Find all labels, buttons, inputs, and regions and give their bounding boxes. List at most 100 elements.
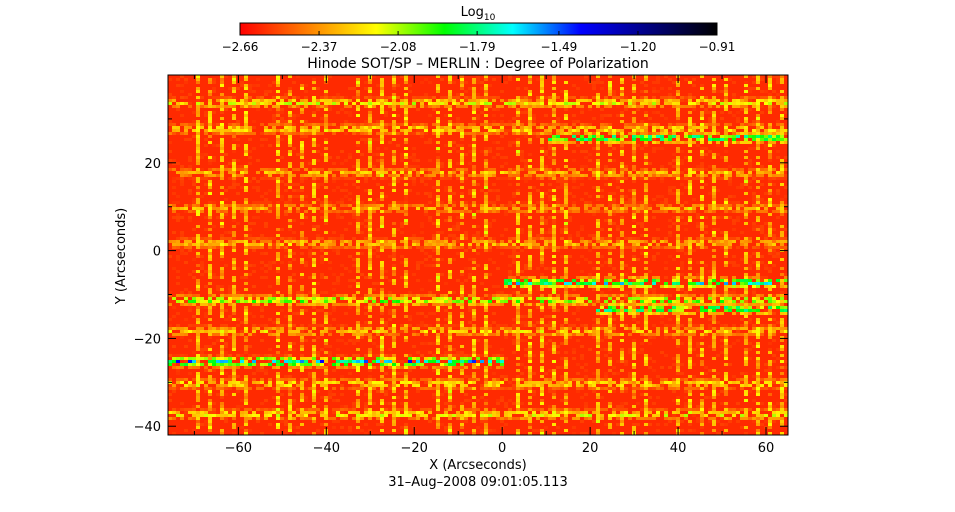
heatmap-cell: [668, 87, 672, 90]
heatmap-cell: [564, 174, 568, 177]
heatmap-cell: [640, 246, 644, 249]
heatmap-cell: [732, 279, 736, 282]
heatmap-cell: [688, 282, 692, 285]
heatmap-cell: [368, 207, 372, 210]
heatmap-cell: [600, 174, 604, 177]
heatmap-cell: [564, 243, 568, 246]
heatmap-cell: [404, 279, 408, 282]
heatmap-cell: [196, 189, 200, 192]
heatmap-cell: [552, 81, 556, 84]
heatmap-cell: [484, 150, 488, 153]
heatmap-cell: [220, 249, 224, 252]
heatmap-cell: [608, 99, 612, 102]
heatmap-cell: [688, 264, 692, 267]
heatmap-cell: [612, 282, 616, 285]
heatmap-cell: [264, 192, 268, 195]
heatmap-cell: [612, 207, 616, 210]
heatmap-cell: [724, 141, 728, 144]
heatmap-cell: [184, 168, 188, 171]
heatmap-cell: [392, 234, 396, 237]
heatmap-cell: [712, 111, 716, 114]
heatmap-cell: [180, 231, 184, 234]
heatmap-cell: [192, 183, 196, 186]
heatmap-cell: [728, 246, 732, 249]
heatmap-cell: [640, 234, 644, 237]
heatmap-cell: [388, 279, 392, 282]
heatmap-cell: [204, 192, 208, 195]
heatmap-cell: [760, 135, 764, 138]
heatmap-cell: [436, 246, 440, 249]
heatmap-cell: [228, 132, 232, 135]
heatmap-cell: [712, 234, 716, 237]
heatmap-cell: [180, 294, 184, 297]
heatmap-cell: [516, 237, 520, 240]
heatmap-cell: [772, 132, 776, 135]
heatmap-cell: [688, 276, 692, 279]
heatmap-cell: [460, 243, 464, 246]
heatmap-cell: [608, 195, 612, 198]
heatmap-cell: [716, 282, 720, 285]
heatmap-cell: [260, 294, 264, 297]
heatmap-cell: [744, 108, 748, 111]
heatmap-cell: [668, 135, 672, 138]
heatmap-cell: [552, 105, 556, 108]
heatmap-cell: [552, 150, 556, 153]
heatmap-cell: [676, 108, 680, 111]
heatmap-cell: [392, 249, 396, 252]
heatmap-cell: [620, 261, 624, 264]
heatmap-cell: [644, 171, 648, 174]
heatmap-cell: [268, 171, 272, 174]
heatmap-cell: [544, 171, 548, 174]
heatmap-cell: [416, 99, 420, 102]
heatmap-cell: [564, 291, 568, 294]
heatmap-cell: [652, 288, 656, 291]
heatmap-cell: [768, 99, 772, 102]
heatmap-cell: [472, 171, 476, 174]
heatmap-cell: [660, 246, 664, 249]
heatmap-cell: [420, 126, 424, 129]
heatmap-cell: [608, 183, 612, 186]
heatmap-cell: [660, 135, 664, 138]
heatmap-cell: [776, 255, 780, 258]
heatmap-cell: [728, 195, 732, 198]
heatmap-cell: [472, 102, 476, 105]
heatmap-cell: [532, 207, 536, 210]
heatmap-cell: [208, 105, 212, 108]
heatmap-cell: [200, 210, 204, 213]
heatmap-cell: [232, 282, 236, 285]
heatmap-cell: [252, 294, 256, 297]
heatmap-cell: [472, 201, 476, 204]
heatmap-cell: [192, 243, 196, 246]
heatmap-cell: [644, 294, 648, 297]
heatmap-cell: [460, 273, 464, 276]
heatmap-cell: [624, 195, 628, 198]
heatmap-cell: [356, 105, 360, 108]
heatmap-cell: [544, 168, 548, 171]
heatmap-cell: [276, 105, 280, 108]
heatmap-cell: [768, 141, 772, 144]
heatmap-cell: [268, 237, 272, 240]
heatmap-cell: [740, 285, 744, 288]
heatmap-cell: [388, 246, 392, 249]
heatmap-cell: [496, 189, 500, 192]
heatmap-cell: [688, 129, 692, 132]
heatmap-cell: [256, 84, 260, 87]
heatmap-cell: [520, 249, 524, 252]
heatmap-cell: [600, 291, 604, 294]
heatmap-cell: [508, 75, 512, 78]
heatmap-cell: [636, 171, 640, 174]
heatmap-cell: [416, 129, 420, 132]
heatmap-cell: [508, 273, 512, 276]
heatmap-cell: [544, 174, 548, 177]
heatmap-cell: [664, 102, 668, 105]
heatmap-cell: [436, 171, 440, 174]
heatmap-cell: [404, 264, 408, 267]
heatmap-cell: [352, 87, 356, 90]
heatmap-cell: [272, 117, 276, 120]
heatmap-cell: [352, 96, 356, 99]
heatmap-cell: [384, 111, 388, 114]
heatmap-cell: [724, 105, 728, 108]
heatmap-cell: [372, 243, 376, 246]
heatmap-cell: [640, 201, 644, 204]
heatmap-cell: [320, 210, 324, 213]
